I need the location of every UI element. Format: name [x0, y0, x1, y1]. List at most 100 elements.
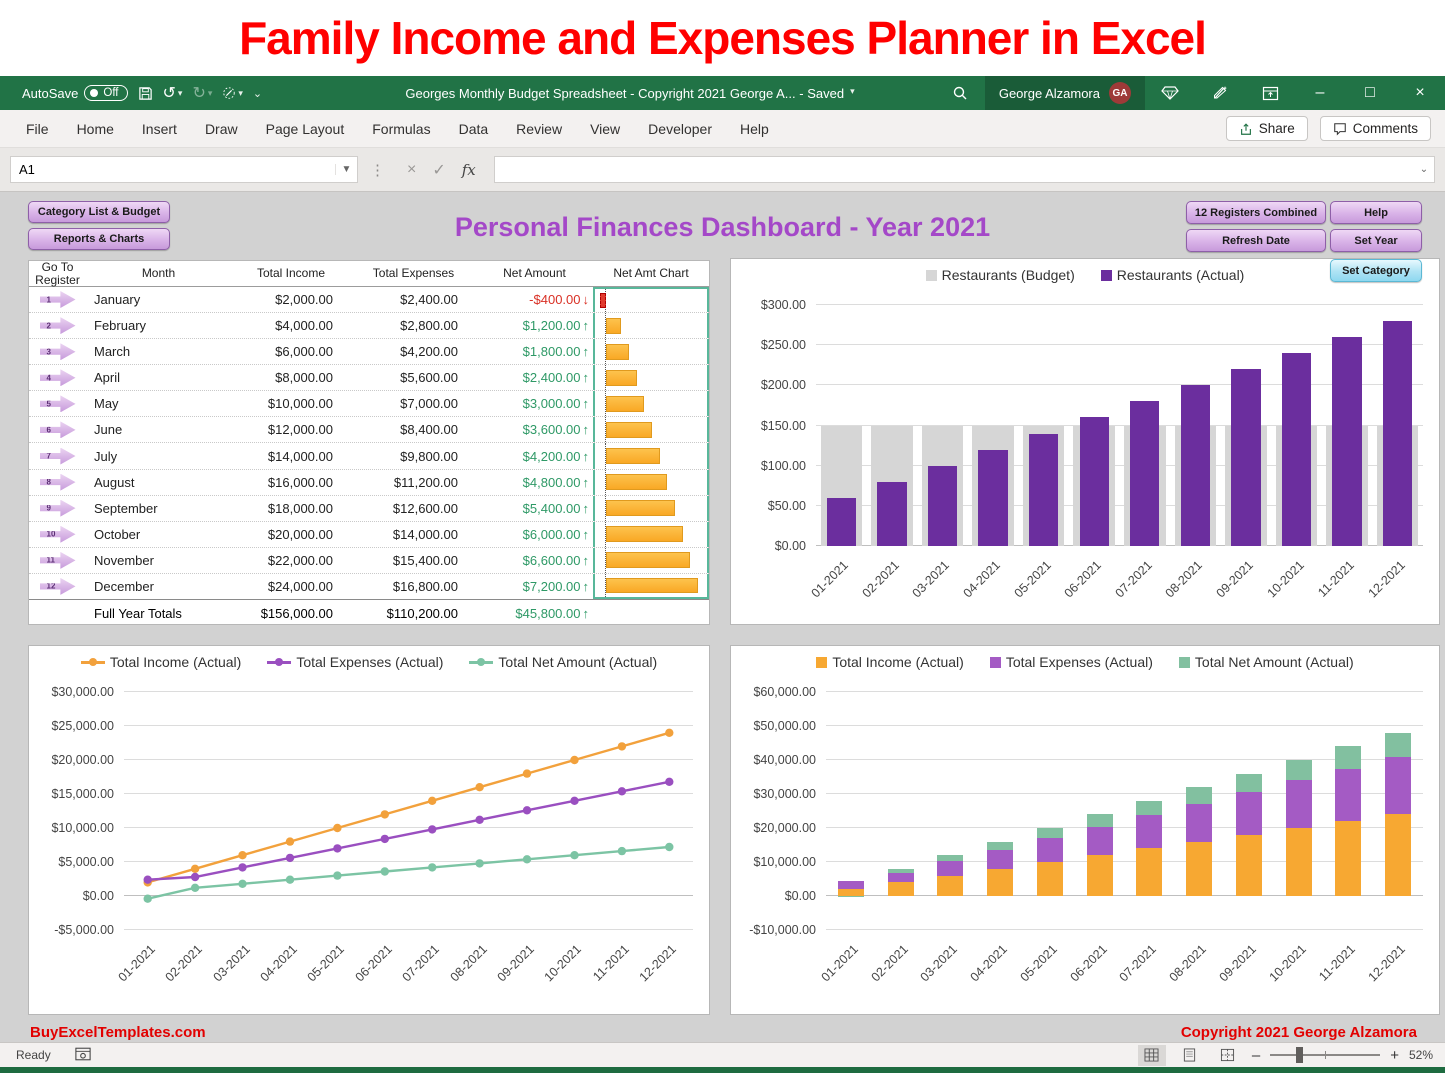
- macro-record-icon: [75, 1047, 91, 1060]
- menu-tab-view[interactable]: View: [590, 120, 621, 137]
- zoom-slider-thumb[interactable]: [1296, 1047, 1304, 1063]
- autosave-toggle[interactable]: AutoSave Off: [22, 85, 128, 101]
- income-expenses-net-line-chart: Total Income (Actual) Total Expenses (Act…: [28, 645, 710, 1015]
- databar-track: [598, 469, 704, 495]
- bar-slot: [816, 305, 867, 546]
- menu-tab-file[interactable]: File: [26, 120, 49, 137]
- stacked-bar-slot: [1373, 692, 1423, 930]
- stack-segment: [1235, 791, 1262, 835]
- menu-tab-review[interactable]: Review: [516, 120, 563, 137]
- net-amount-databar-cell: [593, 365, 709, 391]
- column-header: Month: [141, 266, 176, 281]
- chevron-down-icon[interactable]: ▼: [335, 164, 357, 175]
- menu-tab-help[interactable]: Help: [740, 120, 769, 137]
- data-point-marker: [238, 851, 247, 860]
- page-layout-view-button[interactable]: [1176, 1045, 1204, 1066]
- chevron-down-icon[interactable]: ⌄: [1419, 164, 1429, 175]
- menu-tab-home[interactable]: Home: [76, 120, 114, 137]
- goto-register-arrow[interactable]: 8: [39, 473, 76, 491]
- month-cell: November: [94, 552, 154, 568]
- goto-register-arrow[interactable]: 5: [39, 395, 76, 413]
- page-banner: Family Income and Expenses Planner in Ex…: [0, 0, 1445, 76]
- drag-handle-icon[interactable]: ⋮: [370, 161, 385, 179]
- minimize-button[interactable]: –: [1315, 84, 1325, 101]
- macro-button-refresh-date[interactable]: Refresh Date: [1186, 229, 1326, 252]
- gridline: [816, 344, 1423, 346]
- net-amount-databar-cell: [593, 521, 709, 547]
- redo-button[interactable]: ↻ ▾: [192, 83, 212, 103]
- up-arrow-icon: ↑: [582, 318, 590, 334]
- y-tick-label: $100.00: [760, 458, 806, 473]
- data-point-marker: [428, 825, 437, 834]
- stack-segment: [1036, 828, 1063, 839]
- macro-button-12-registers-combined[interactable]: 12 Registers Combined: [1186, 201, 1326, 224]
- legend-line-marker-icon: [80, 658, 105, 666]
- macro-button-reports-charts[interactable]: Reports & Charts: [28, 228, 170, 250]
- footer-website-link[interactable]: BuyExcelTemplates.com: [30, 1024, 206, 1041]
- goto-register-arrow[interactable]: 10: [39, 525, 76, 543]
- expenses-cell: $14,000.00: [392, 526, 458, 542]
- gridline: [124, 929, 693, 930]
- goto-register-arrow[interactable]: 2: [39, 317, 76, 335]
- close-button[interactable]: ×: [1415, 84, 1425, 101]
- macro-button-category-list-budget[interactable]: Category List & Budget: [28, 201, 170, 223]
- save-button[interactable]: [138, 86, 153, 101]
- comments-button[interactable]: Comments: [1319, 116, 1431, 141]
- databar-track: [598, 339, 704, 365]
- macro-record-button[interactable]: [75, 1047, 91, 1064]
- insert-function-button[interactable]: fx: [461, 160, 476, 179]
- menu-tab-draw[interactable]: Draw: [204, 120, 238, 137]
- menu-tab-developer[interactable]: Developer: [648, 120, 712, 137]
- goto-register-arrow[interactable]: 6: [39, 421, 76, 439]
- goto-register-cell: 12: [29, 577, 86, 595]
- cancel-entry-icon[interactable]: ×: [407, 160, 417, 178]
- up-arrow-icon: ↑: [582, 500, 590, 516]
- totals-net-cell: $45,800.00 ↑: [515, 605, 589, 621]
- menu-tab-page-layout[interactable]: Page Layout: [265, 120, 345, 137]
- table-body: 1 January $2,000.00 $2,400.00 -$400.00 ↓ 2 Febr…: [29, 287, 709, 599]
- feedback-button[interactable]: [1195, 76, 1245, 110]
- month-cell: March: [94, 344, 131, 360]
- normal-view-button[interactable]: [1137, 1044, 1166, 1066]
- goto-register-arrow[interactable]: 3: [39, 343, 76, 361]
- maximize-button[interactable]: □: [1365, 84, 1375, 101]
- premium-button[interactable]: [1145, 76, 1195, 110]
- macro-button-set-year[interactable]: Set Year: [1330, 229, 1422, 252]
- gridline: [826, 759, 1423, 760]
- inking-button[interactable]: ▾: [222, 86, 243, 100]
- goto-register-arrow[interactable]: 9: [39, 499, 76, 517]
- customize-toolbar-button[interactable]: ⌄: [252, 87, 263, 100]
- formula-input[interactable]: [494, 162, 1414, 177]
- bar-slot: [1170, 305, 1221, 546]
- menu-tab-insert[interactable]: Insert: [141, 120, 177, 137]
- ribbon-display-button[interactable]: [1245, 76, 1295, 110]
- goto-register-arrow[interactable]: 12: [39, 577, 76, 595]
- autosave-state: Off: [103, 87, 119, 99]
- data-point-marker: [617, 742, 627, 751]
- name-box-input[interactable]: [11, 162, 335, 177]
- goto-register-arrow[interactable]: 4: [39, 369, 76, 387]
- search-button[interactable]: [935, 76, 985, 110]
- monthly-summary-table: Go To Register Month Total Income Total Exp…: [28, 260, 710, 625]
- expenses-cell: $2,800.00: [400, 318, 458, 334]
- confirm-entry-icon[interactable]: ✓: [432, 161, 446, 179]
- page-break-view-button[interactable]: [1214, 1045, 1242, 1066]
- account-button[interactable]: George Alzamora GA: [984, 76, 1145, 110]
- menu-tab-data[interactable]: Data: [458, 120, 489, 137]
- menu-tab-formulas[interactable]: Formulas: [372, 120, 431, 137]
- set-category-button[interactable]: Set Category: [1330, 259, 1422, 282]
- zoom-slider[interactable]: [1270, 1047, 1381, 1063]
- zoom-in-button[interactable]: +: [1390, 1046, 1399, 1064]
- name-box[interactable]: ▼: [10, 156, 358, 183]
- expenses-cell: $12,600.00: [392, 500, 458, 516]
- goto-register-arrow[interactable]: 1: [39, 291, 76, 309]
- data-point-marker: [475, 783, 484, 792]
- net-amount-cell: $2,400.00 ↑: [522, 370, 589, 386]
- legend-label: Total Net Amount (Actual): [1194, 654, 1354, 670]
- share-button[interactable]: Share: [1225, 116, 1308, 141]
- macro-button-help[interactable]: Help: [1330, 201, 1422, 224]
- undo-button[interactable]: ↺ ▾: [163, 83, 183, 103]
- goto-register-arrow[interactable]: 11: [39, 551, 76, 569]
- zoom-out-button[interactable]: –: [1251, 1046, 1261, 1064]
- goto-register-arrow[interactable]: 7: [39, 447, 76, 465]
